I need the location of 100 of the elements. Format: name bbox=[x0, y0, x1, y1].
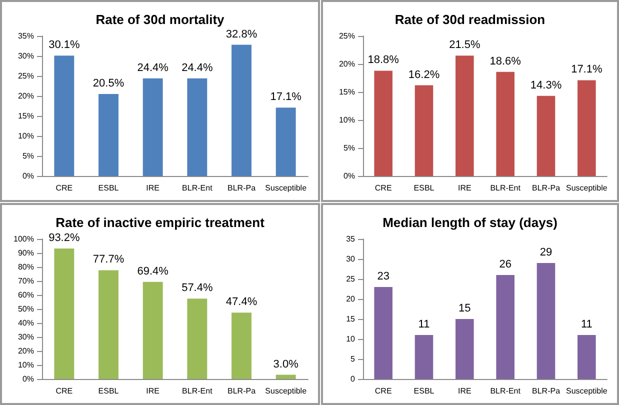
bar bbox=[187, 78, 208, 176]
y-tick-label: 90% bbox=[18, 248, 34, 258]
bar bbox=[98, 94, 118, 176]
bar bbox=[142, 282, 163, 379]
y-tick-label: 30% bbox=[18, 52, 34, 60]
data-label: 17.1% bbox=[571, 64, 602, 76]
y-tick-label: 0% bbox=[343, 172, 355, 180]
y-tick-label: 10 bbox=[346, 334, 356, 344]
y-tick-label: 30 bbox=[346, 254, 356, 264]
y-tick-label: 5% bbox=[22, 152, 34, 160]
bar bbox=[536, 263, 556, 379]
bar bbox=[187, 298, 208, 379]
y-tick-label: 25% bbox=[18, 72, 34, 80]
y-tick-label: 25 bbox=[346, 274, 356, 284]
x-tick-label: CRE bbox=[374, 386, 392, 396]
bar bbox=[414, 85, 434, 176]
y-tick-label: 15% bbox=[338, 88, 355, 96]
x-tick-label: ESBL bbox=[414, 386, 435, 396]
data-label: 11 bbox=[418, 318, 430, 330]
bar bbox=[456, 319, 474, 379]
data-label: 26 bbox=[499, 258, 512, 270]
y-tick-label: 20% bbox=[338, 60, 355, 68]
chart-title: Rate of 30d mortality bbox=[96, 12, 226, 27]
y-tick-label: 60% bbox=[18, 290, 34, 300]
y-tick-label: 10% bbox=[18, 360, 34, 370]
y-tick-label: 50% bbox=[18, 304, 34, 314]
y-tick-label: 5% bbox=[343, 144, 355, 152]
x-tick-label: Susceptible bbox=[566, 184, 608, 192]
y-tick-label: 100% bbox=[14, 234, 34, 244]
data-label: 77.7% bbox=[92, 254, 124, 266]
x-tick-label: BLR-Ent bbox=[182, 386, 214, 396]
bar bbox=[414, 335, 434, 379]
data-label: 20.5% bbox=[92, 78, 124, 90]
data-label: 30.1% bbox=[48, 39, 80, 52]
x-tick-label: IRE bbox=[458, 184, 472, 192]
bar bbox=[54, 248, 74, 379]
bar bbox=[374, 70, 392, 176]
bar bbox=[276, 374, 296, 379]
bar bbox=[536, 96, 556, 176]
y-tick-label: 15% bbox=[18, 112, 34, 120]
x-tick-label: CRE bbox=[56, 386, 73, 396]
y-tick-label: 20% bbox=[18, 92, 34, 100]
chart-title: Median length of stay (days) bbox=[382, 215, 558, 230]
bar bbox=[54, 56, 74, 176]
y-tick-label: 10% bbox=[18, 132, 34, 140]
x-tick-label: Susceptible bbox=[265, 386, 308, 396]
x-tick-label: BLR-Pa bbox=[532, 386, 561, 396]
x-tick-label: Susceptible bbox=[566, 386, 608, 396]
data-label: 69.4% bbox=[137, 265, 169, 278]
data-label: 24.4% bbox=[137, 62, 169, 74]
x-tick-label: ESBL bbox=[414, 184, 435, 192]
data-label: 93.2% bbox=[48, 232, 80, 244]
x-tick-label: BLR-Ent bbox=[182, 184, 214, 192]
bar bbox=[276, 108, 296, 176]
x-tick-label: CRE bbox=[374, 184, 392, 192]
data-label: 24.4% bbox=[182, 62, 213, 74]
data-label: 57.4% bbox=[182, 282, 213, 294]
y-tick-label: 10% bbox=[338, 116, 355, 124]
y-tick-label: 0% bbox=[22, 172, 34, 180]
bar bbox=[232, 312, 252, 379]
chart-title: Rate of inactive empiric treatment bbox=[56, 215, 266, 230]
data-label: 47.4% bbox=[226, 296, 258, 308]
y-tick-label: 25% bbox=[338, 32, 355, 40]
x-tick-label: ESBL bbox=[98, 184, 120, 192]
data-label: 14.3% bbox=[530, 79, 562, 92]
x-tick-label: BLR-Ent bbox=[490, 184, 522, 192]
bar bbox=[496, 72, 514, 176]
y-tick-label: 35% bbox=[18, 32, 34, 40]
x-tick-label: IRE bbox=[146, 184, 160, 192]
y-tick-label: 40% bbox=[18, 318, 34, 328]
y-tick-label: 20 bbox=[346, 294, 356, 304]
data-label: 29 bbox=[540, 246, 552, 258]
y-tick-label: 70% bbox=[18, 276, 34, 286]
x-tick-label: IRE bbox=[458, 386, 472, 396]
chart-title: Rate of 30d readmission bbox=[394, 12, 546, 27]
data-label: 32.8% bbox=[226, 28, 258, 40]
x-tick-label: ESBL bbox=[98, 386, 120, 396]
x-tick-label: BLR-Ent bbox=[490, 386, 522, 396]
bar bbox=[578, 335, 596, 379]
y-tick-label: 20% bbox=[18, 346, 34, 356]
x-tick-label: BLR-Pa bbox=[532, 184, 561, 192]
data-label: 3.0% bbox=[273, 358, 299, 370]
bar bbox=[142, 78, 163, 176]
y-tick-label: 15 bbox=[346, 314, 356, 324]
x-tick-label: IRE bbox=[146, 386, 160, 396]
bar bbox=[496, 275, 514, 379]
data-label: 15 bbox=[458, 302, 471, 314]
y-tick-label: 0% bbox=[22, 374, 34, 384]
bar bbox=[232, 44, 252, 176]
y-tick-label: 5 bbox=[350, 354, 356, 364]
data-label: 16.2% bbox=[408, 68, 440, 81]
bar bbox=[98, 270, 118, 379]
data-label: 17.1% bbox=[270, 91, 302, 104]
bar bbox=[578, 80, 596, 176]
data-label: 11 bbox=[580, 318, 592, 330]
bar bbox=[456, 56, 474, 176]
bar bbox=[374, 287, 392, 379]
data-label: 23 bbox=[377, 270, 390, 282]
data-label: 18.6% bbox=[490, 55, 522, 68]
x-tick-label: BLR-Pa bbox=[227, 184, 256, 192]
